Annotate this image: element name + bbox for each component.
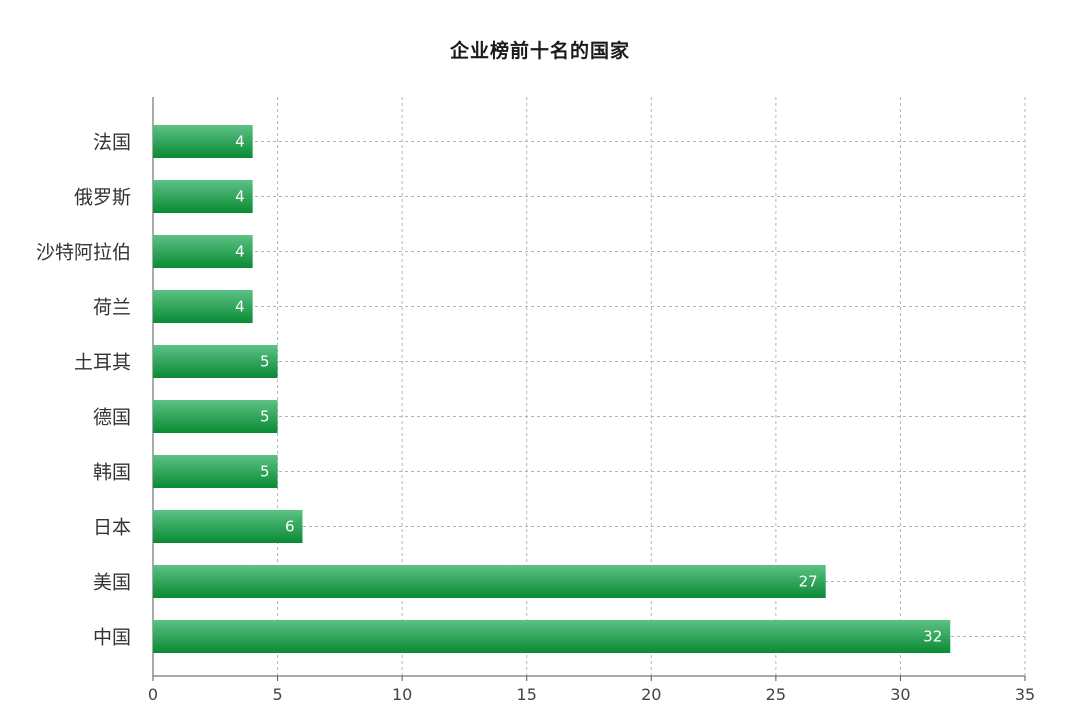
- x-tick-label: 25: [766, 685, 786, 704]
- bar: [153, 290, 253, 323]
- bar: [153, 565, 826, 598]
- bar: [153, 180, 253, 213]
- category-label: 德国: [93, 407, 131, 429]
- bar-value-label: 4: [235, 133, 245, 151]
- bar: [153, 620, 951, 653]
- category-label: 中国: [93, 627, 131, 649]
- bar-value-label: 5: [260, 353, 270, 371]
- category-label: 美国: [93, 572, 131, 594]
- x-tick-label: 5: [272, 685, 282, 704]
- bars: [153, 125, 951, 653]
- bar-value-label: 32: [923, 628, 942, 646]
- category-label: 土耳其: [74, 352, 131, 374]
- chart-title: 企业榜前十名的国家: [449, 40, 630, 62]
- bar: [153, 125, 253, 158]
- bar: [153, 455, 278, 488]
- bar: [153, 345, 278, 378]
- x-tick-label: 15: [517, 685, 537, 704]
- category-label: 俄罗斯: [74, 187, 131, 209]
- bar: [153, 510, 303, 543]
- x-tick-label: 10: [392, 685, 412, 704]
- bar-value-label: 27: [799, 573, 818, 591]
- bar-value-label: 4: [235, 298, 245, 316]
- axes: 0 5 10 15 20 25 30 35: [148, 97, 1035, 704]
- category-label: 荷兰: [93, 297, 131, 319]
- bar-value-label: 5: [260, 463, 270, 481]
- category-label: 法国: [93, 132, 131, 154]
- x-tick-label: 20: [641, 685, 661, 704]
- bar: [153, 235, 253, 268]
- bar: [153, 400, 278, 433]
- labels: 4 法国 4 俄罗斯 4 沙特阿拉伯 4 荷兰 5 土耳其 5 德国 5 韩国 6 日本 27 美国 32 中国: [36, 132, 942, 649]
- x-tick-label: 30: [890, 685, 910, 704]
- category-label: 沙特阿拉伯: [36, 242, 131, 264]
- bar-value-label: 5: [260, 408, 270, 426]
- category-label: 日本: [93, 517, 131, 539]
- x-tick-label: 0: [148, 685, 158, 704]
- bar-value-label: 4: [235, 243, 245, 261]
- bar-value-label: 6: [285, 518, 295, 536]
- category-label: 韩国: [93, 462, 131, 484]
- bar-value-label: 4: [235, 188, 245, 206]
- x-tick-label: 35: [1015, 685, 1035, 704]
